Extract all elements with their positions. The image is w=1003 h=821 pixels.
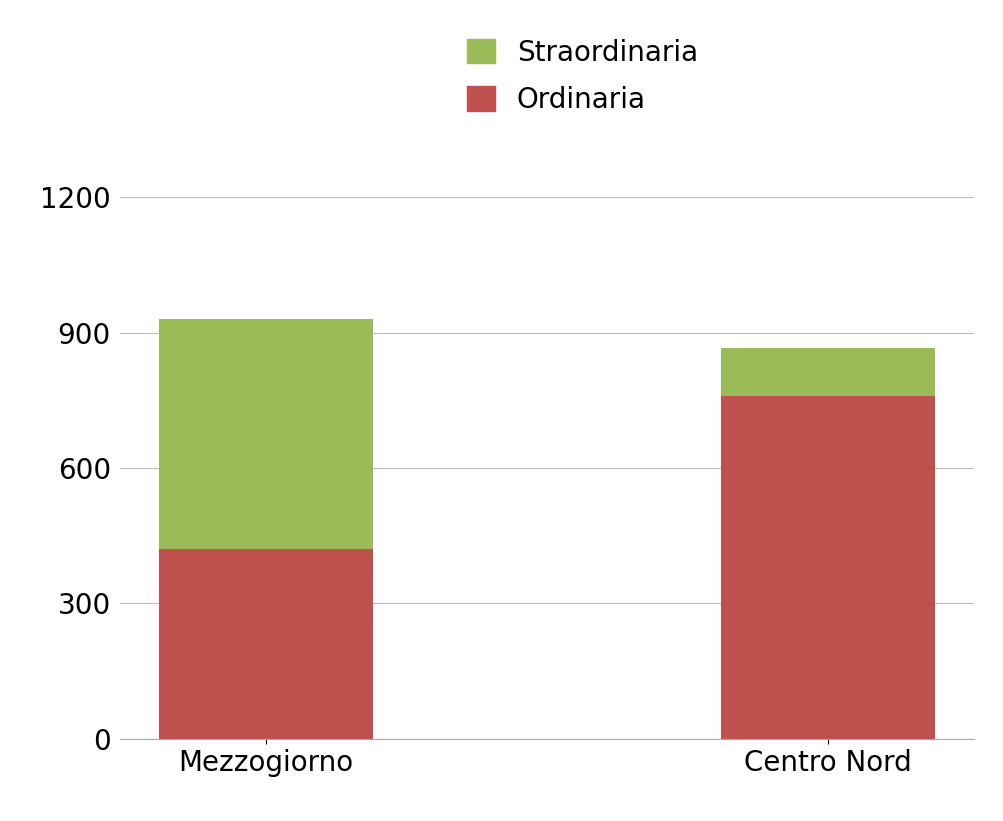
Bar — [721, 348, 934, 396]
Bar — [721, 396, 934, 739]
Bar — [159, 319, 372, 549]
Legend: Straordinaria, Ordinaria: Straordinaria, Ordinaria — [466, 39, 697, 114]
Bar — [159, 549, 372, 739]
